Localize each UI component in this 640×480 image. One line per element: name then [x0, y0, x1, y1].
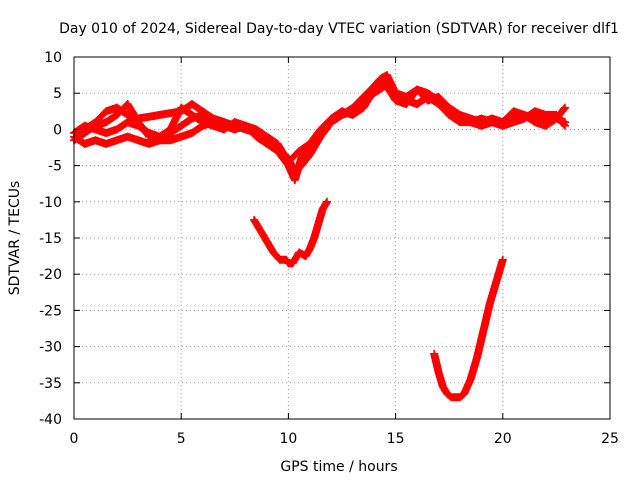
y-tick-label: 5 — [53, 86, 62, 102]
series-markers — [430, 255, 507, 402]
data-series — [70, 71, 569, 402]
chart-title: Day 010 of 2024, Sidereal Day-to-day VTE… — [59, 21, 619, 37]
axis-ticks: 0 5 10 15 20 25 10 5 0 -5 -10 -15 -20 -25 -30 -35 -40 — [39, 50, 619, 447]
y-tick-label: -40 — [39, 412, 62, 428]
x-tick-label: 5 — [177, 431, 186, 447]
series-markers — [70, 81, 569, 166]
x-tick-label: 25 — [601, 431, 619, 447]
y-tick-label: -10 — [39, 195, 62, 211]
series-dip-deep — [430, 255, 507, 402]
series-markers — [80, 100, 229, 134]
x-tick-label: 0 — [70, 431, 79, 447]
x-tick-label: 20 — [494, 431, 512, 447]
series-markers — [250, 197, 331, 268]
x-tick-label: 15 — [387, 431, 405, 447]
y-tick-label: -20 — [39, 267, 62, 283]
grid-lines — [74, 57, 610, 419]
y-tick-label: 10 — [44, 50, 62, 66]
series-track-d — [80, 100, 229, 134]
y-axis-label: SDTVAR / TECUs — [7, 181, 23, 296]
x-tick-label: 10 — [279, 431, 297, 447]
y-tick-label: -30 — [39, 340, 62, 356]
y-tick-label: -25 — [39, 303, 62, 319]
y-tick-label: 0 — [53, 122, 62, 138]
x-axis-label: GPS time / hours — [280, 459, 397, 475]
y-tick-label: -15 — [39, 231, 62, 247]
y-tick-label: -35 — [39, 376, 62, 392]
series-track-c — [70, 81, 569, 166]
series-dip-mid — [250, 197, 331, 268]
y-tick-label: -5 — [48, 159, 62, 175]
